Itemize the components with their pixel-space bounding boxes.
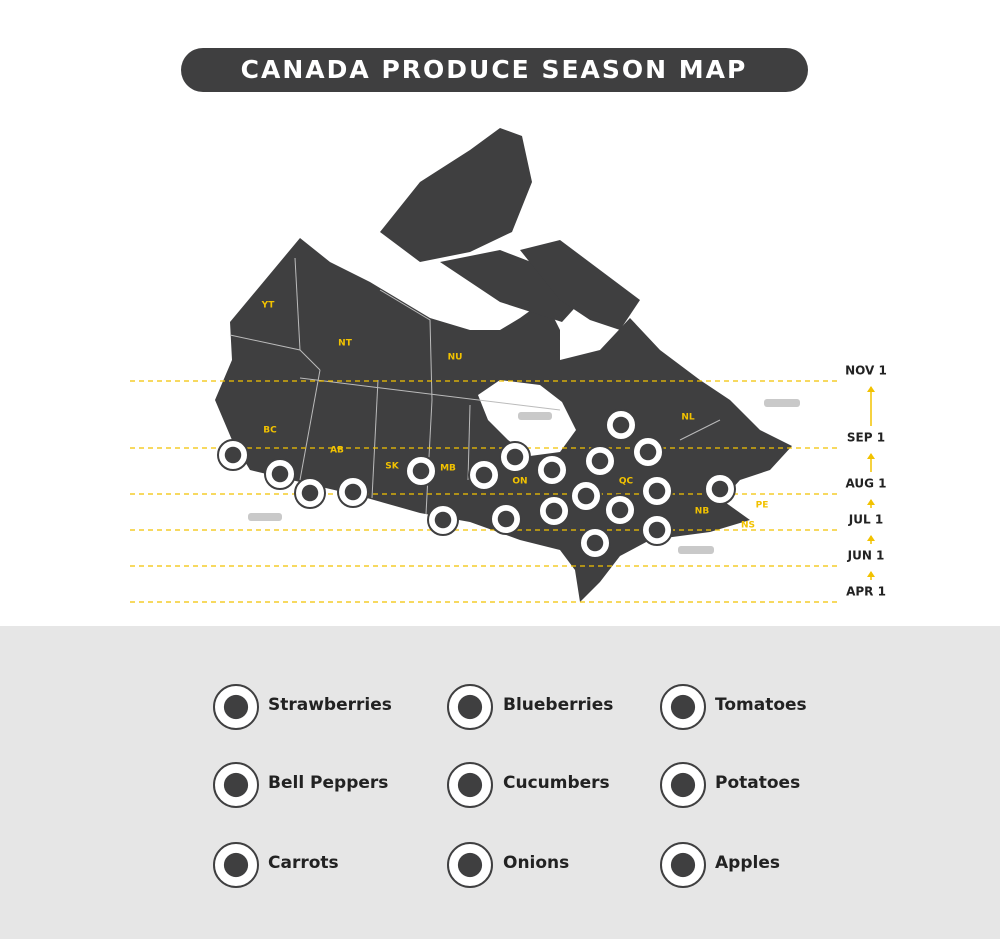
- province-label: NT: [338, 339, 353, 349]
- legend-icon-glyph: [223, 852, 249, 878]
- legend-label: Onions: [503, 853, 569, 873]
- map-icon-glyph: [577, 487, 595, 505]
- date-bg: [840, 558, 892, 574]
- map-icon-glyph: [648, 482, 666, 500]
- map-icon-glyph: [543, 461, 561, 479]
- map-icon-glyph: [434, 511, 452, 529]
- province-label: NS: [741, 521, 755, 531]
- date-label: SEP 1: [847, 431, 885, 445]
- province-label: ON: [512, 477, 527, 487]
- province-label: QC: [619, 477, 634, 487]
- legend-label: Strawberries: [268, 695, 392, 715]
- date-bg: [840, 440, 892, 456]
- map-icon-glyph: [612, 416, 630, 434]
- legend-label: Bell Peppers: [268, 773, 388, 793]
- legend-icon-glyph: [670, 694, 696, 720]
- arrow-head: [867, 386, 875, 392]
- baffin-island: [520, 240, 640, 330]
- map-icon-glyph: [344, 483, 362, 501]
- title-pill: [181, 48, 808, 92]
- legend-label: Apples: [715, 853, 780, 873]
- province-label: NL: [681, 413, 695, 423]
- borders: [229, 257, 721, 515]
- map-icon-glyph: [639, 443, 657, 461]
- province-label: BC: [263, 426, 277, 436]
- province-label: PE: [756, 501, 769, 511]
- map-icon-glyph: [271, 465, 289, 483]
- arrow-head: [867, 571, 875, 577]
- title: CANADA PRODUCE SEASON MAP: [241, 55, 748, 84]
- arrow-head: [867, 535, 875, 541]
- legend-label: Carrots: [268, 853, 339, 873]
- legend-icon-glyph: [457, 772, 483, 798]
- arctic-island: [380, 128, 532, 262]
- map-icon-glyph: [611, 501, 629, 519]
- map-icon-glyph: [301, 484, 319, 502]
- arrow-head: [867, 453, 875, 459]
- map-icon-glyph: [412, 462, 430, 480]
- map-icon-glyph: [475, 466, 493, 484]
- legend-icon-glyph: [457, 852, 483, 878]
- province-label: AB: [330, 446, 344, 456]
- legend-label: Cucumbers: [503, 773, 610, 793]
- legend-label: Potatoes: [715, 773, 800, 793]
- ships: [248, 399, 800, 554]
- map-icon-glyph: [648, 521, 666, 539]
- legend-label: Tomatoes: [715, 695, 807, 715]
- map-icon-glyph: [591, 452, 609, 470]
- legend-panel: [0, 626, 1000, 939]
- province-label: YT: [261, 301, 276, 311]
- date-label: JUN 1: [847, 549, 885, 563]
- province-label: NU: [448, 353, 463, 363]
- legend-icon-glyph: [223, 694, 249, 720]
- province-label: NB: [695, 507, 710, 517]
- arrow-head: [867, 499, 875, 505]
- date-label: APR 1: [846, 585, 886, 599]
- date-bg: [840, 486, 892, 502]
- legend-icon-glyph: [457, 694, 483, 720]
- date-bg: [840, 373, 892, 389]
- date-bg: [840, 522, 892, 538]
- legend-icon-glyph: [670, 772, 696, 798]
- date-label: NOV 1: [845, 364, 887, 378]
- date-label: AUG 1: [845, 477, 886, 491]
- map-icon-glyph: [497, 510, 515, 528]
- map-icon-glyph: [586, 534, 604, 552]
- date-label: JUL 1: [848, 513, 883, 527]
- map-icon-glyph: [545, 502, 563, 520]
- date-bg: [840, 594, 892, 610]
- legend-icon-glyph: [670, 852, 696, 878]
- province-label: SK: [385, 462, 399, 472]
- map-icon-glyph: [711, 480, 729, 498]
- legend-icon-glyph: [223, 772, 249, 798]
- province-label: MB: [440, 464, 456, 474]
- map-icon-glyph: [224, 446, 242, 464]
- legend-label: Blueberries: [503, 695, 613, 715]
- map-icon-glyph: [506, 448, 524, 466]
